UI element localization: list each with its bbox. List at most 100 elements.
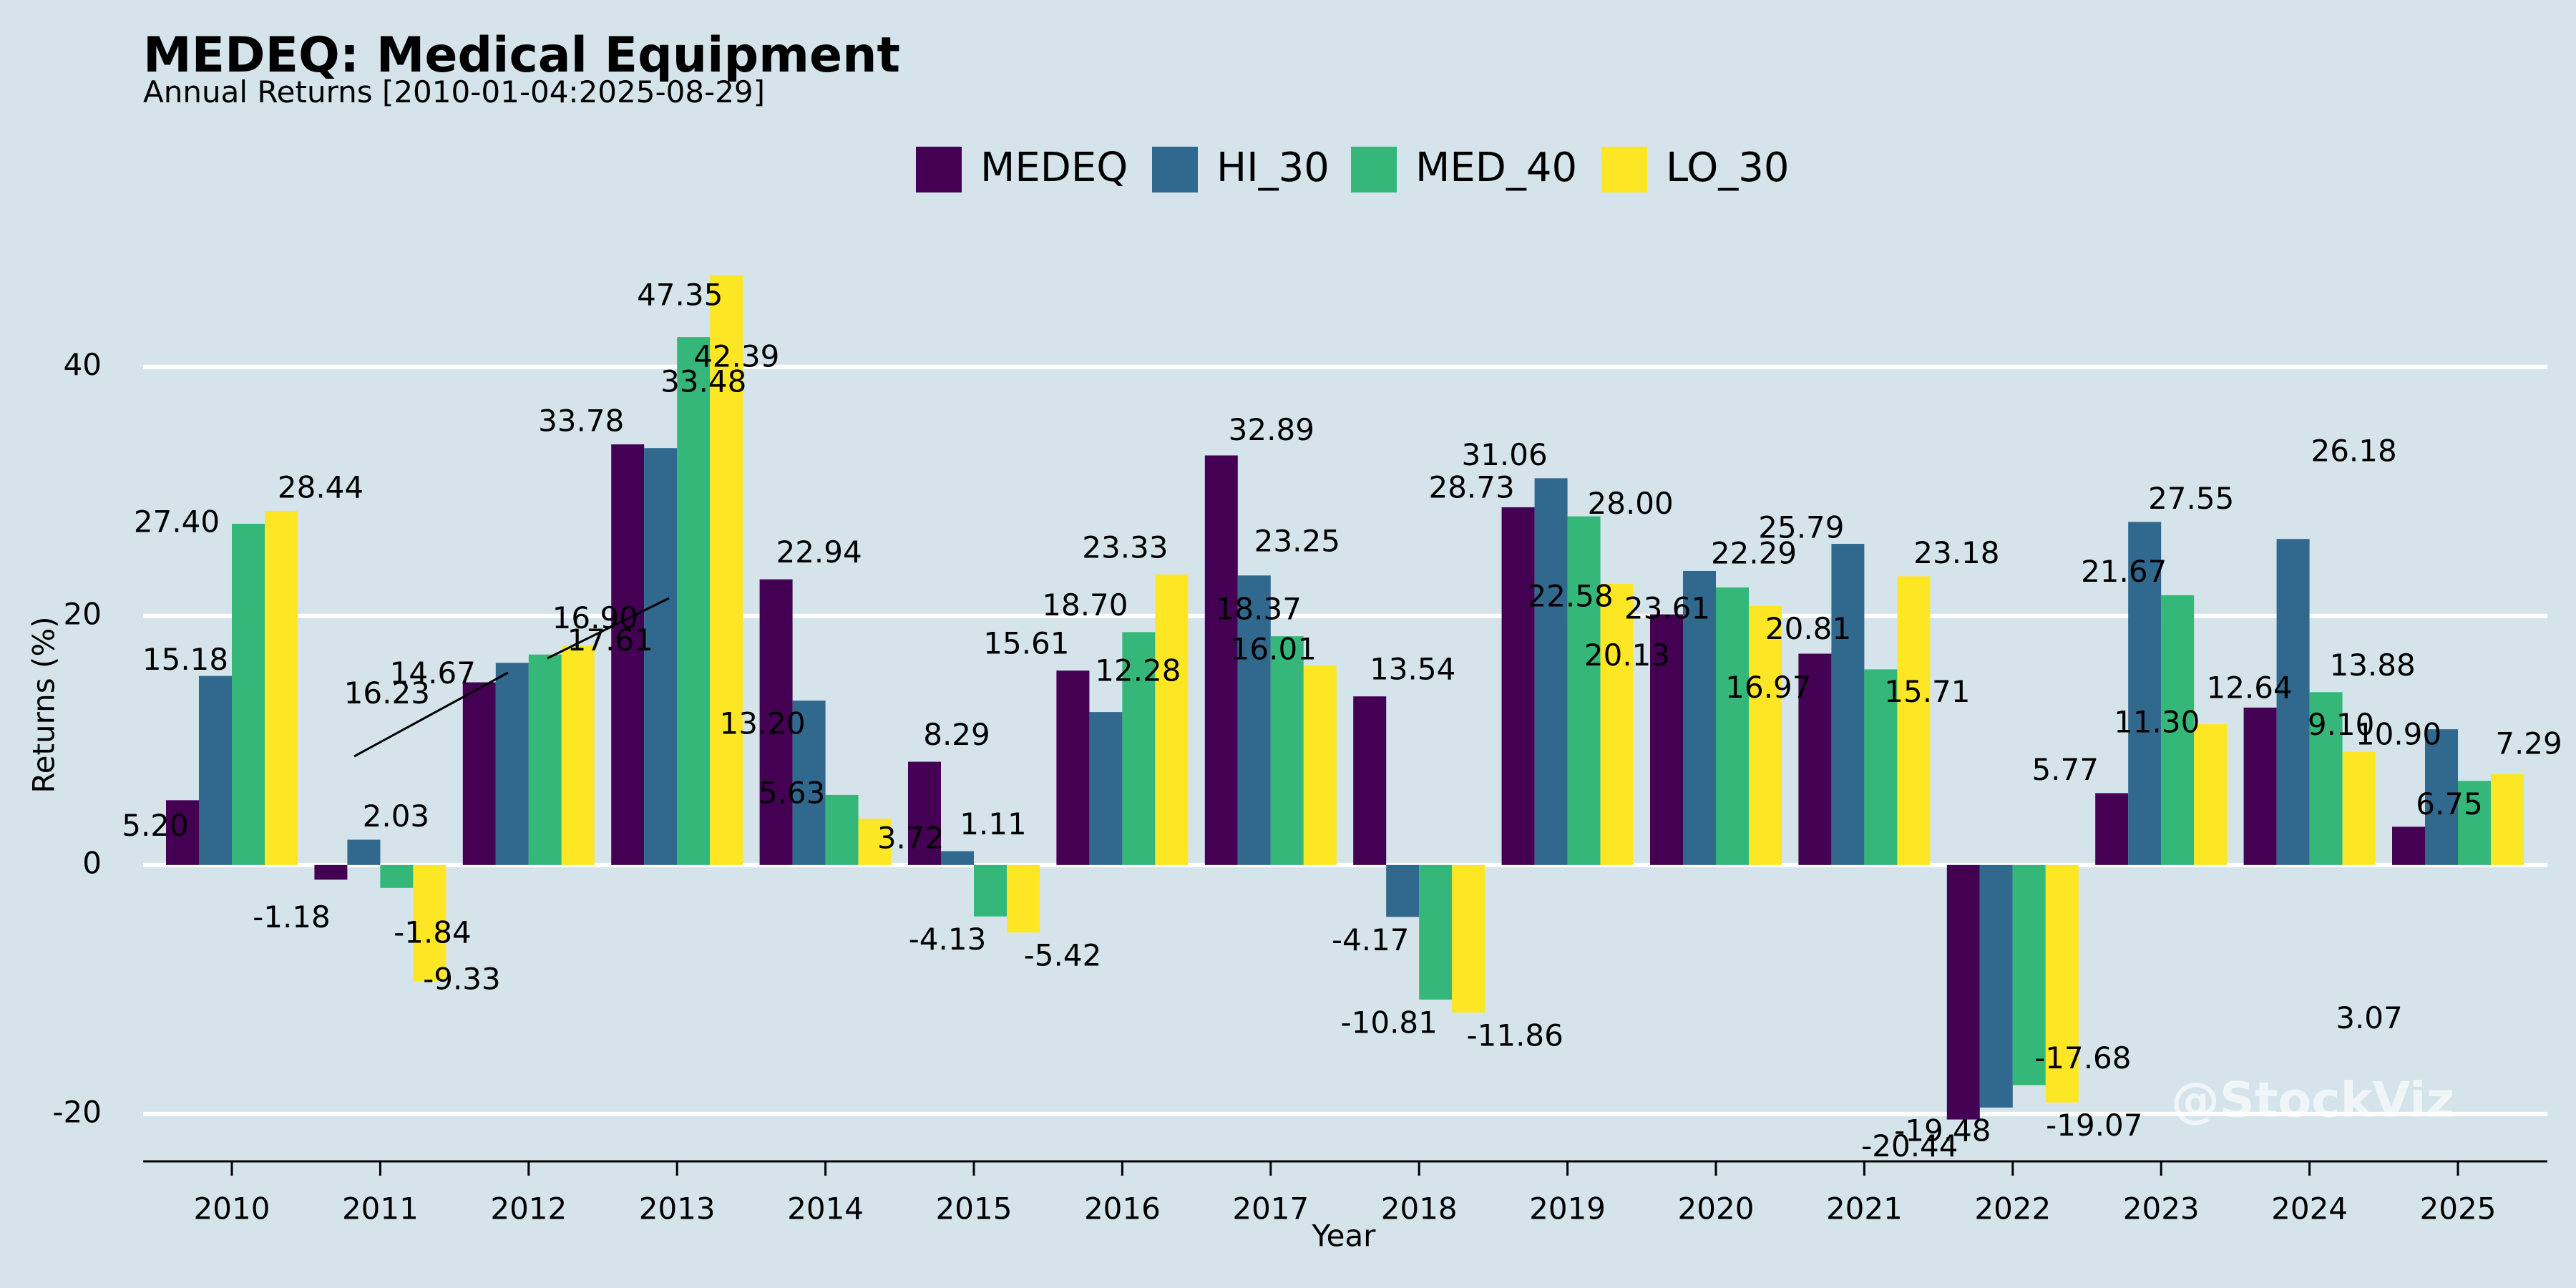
- data-label: 28.44: [278, 469, 364, 504]
- bar-med-40: [2161, 595, 2195, 865]
- bar-hi-30: [1831, 544, 1865, 865]
- bar-med-40: [232, 524, 265, 865]
- legend-label: HI_30: [1216, 145, 1330, 191]
- data-label: -19.07: [2046, 1108, 2142, 1143]
- data-label: 6.75: [2416, 786, 2483, 821]
- bar-lo-30: [1452, 864, 1485, 1013]
- bar-med-40: [1716, 587, 1749, 865]
- data-label: 18.70: [1042, 587, 1128, 623]
- y-axis-label: Returns (%): [26, 616, 62, 793]
- bar-medeq: [2095, 793, 2129, 865]
- data-label: 5.63: [758, 775, 826, 810]
- data-label: 16.01: [1231, 632, 1317, 667]
- legend-swatch: [1351, 147, 1397, 192]
- data-label: 47.35: [637, 277, 723, 312]
- data-label: 17.61: [567, 623, 653, 658]
- bar-medeq: [1650, 614, 1683, 865]
- data-label: -19.48: [1894, 1113, 1991, 1148]
- bar-medeq: [908, 761, 941, 865]
- legend-label: LO_30: [1666, 145, 1790, 191]
- bar-med-40: [1567, 516, 1601, 865]
- x-tick-label: 2014: [787, 1191, 864, 1226]
- bar-lo-30: [858, 819, 892, 865]
- data-label: 11.30: [2114, 705, 2200, 740]
- data-label: 27.55: [2148, 481, 2234, 516]
- y-tick-label: -20: [52, 1094, 102, 1129]
- bar-medeq: [1501, 507, 1535, 865]
- data-label: -11.86: [1466, 1018, 1563, 1053]
- bar-hi-30: [1534, 478, 1568, 865]
- bar-med-40: [677, 337, 711, 865]
- data-label: 16.97: [1725, 670, 1811, 705]
- bar-lo-30: [1303, 665, 1337, 865]
- data-label: 13.88: [2329, 648, 2415, 683]
- x-tick-label: 2025: [2420, 1191, 2497, 1226]
- bar-medeq: [1353, 696, 1387, 865]
- bar-hi-30: [2425, 729, 2458, 865]
- data-label: 21.67: [2081, 554, 2167, 589]
- data-label: 20.13: [1584, 638, 1670, 673]
- x-tick-label: 2021: [1826, 1191, 1903, 1226]
- bar-medeq: [462, 682, 496, 865]
- data-label: 28.73: [1428, 469, 1514, 504]
- bar-lo-30: [710, 275, 743, 865]
- data-label: 23.18: [1913, 535, 1999, 570]
- data-label: 5.20: [122, 808, 189, 843]
- x-tick-label: 2016: [1084, 1191, 1161, 1226]
- data-labels: 5.20 15.18 27.40 28.44 -1.18 2.03 -1.84 -9.33 14…: [122, 277, 2562, 1163]
- leader-line: [547, 597, 670, 660]
- bar-lo-30: [413, 864, 447, 982]
- data-label: 22.29: [1711, 535, 1797, 570]
- bar-hi-30: [1089, 712, 1123, 865]
- data-label: 3.07: [2336, 1000, 2403, 1035]
- bar-medeq: [1056, 670, 1090, 865]
- y-tick-label: 0: [82, 845, 102, 880]
- chart-title: MEDEQ: Medical Equipment: [143, 27, 901, 84]
- bar-lo-30: [2045, 864, 2079, 1103]
- bar-medeq: [1204, 455, 1238, 865]
- data-label: -5.42: [1024, 938, 1102, 973]
- data-label: 23.61: [1624, 590, 1710, 625]
- x-tick-label: 2022: [1974, 1191, 2051, 1226]
- data-label: -9.33: [423, 962, 501, 997]
- bar-lo-30: [1749, 605, 1782, 865]
- x-tick-label: 2020: [1678, 1191, 1755, 1226]
- y-tick-label: 40: [64, 347, 102, 382]
- bar-med-40: [1122, 632, 1156, 865]
- x-tick-label: 2024: [2271, 1191, 2348, 1226]
- data-label: -1.84: [394, 914, 472, 950]
- data-label: 15.71: [1884, 674, 1970, 709]
- bar-med-40: [974, 864, 1007, 917]
- bar-hi-30: [347, 839, 381, 865]
- bar-lo-30: [1600, 583, 1634, 865]
- data-label: 25.79: [1758, 510, 1844, 545]
- legend-label: MED_40: [1415, 145, 1577, 191]
- data-label: 32.89: [1229, 412, 1314, 447]
- data-label: 5.77: [2031, 752, 2099, 787]
- bar-lo-30: [2194, 724, 2228, 865]
- bar-hi-30: [644, 448, 678, 865]
- legend-swatch: [1601, 147, 1647, 192]
- bar-lo-30: [1897, 576, 1931, 865]
- data-label: -1.18: [253, 899, 331, 935]
- x-axis-label: Year: [1312, 1219, 1377, 1254]
- data-label: 12.64: [2206, 670, 2292, 705]
- bar-lo-30: [265, 510, 298, 865]
- data-label: 16.23: [344, 675, 430, 711]
- x-tick-label: 2023: [2123, 1191, 2200, 1226]
- axes: -20 0 20 40 2010 2011 2012 2013 2014 2015 2016 2017…: [52, 347, 2547, 1226]
- bar-lo-30: [2342, 751, 2376, 865]
- data-label: 20.81: [1765, 611, 1851, 646]
- bar-medeq: [759, 579, 793, 865]
- data-label: 15.61: [983, 626, 1069, 661]
- data-label: 10.90: [2356, 717, 2441, 752]
- bar-hi-30: [495, 663, 529, 865]
- x-tick-label: 2011: [342, 1191, 419, 1226]
- bar-med-40: [825, 794, 859, 865]
- bar-med-40: [1419, 864, 1453, 1000]
- watermark: @StockViz: [2171, 1073, 2454, 1129]
- bar-hi-30: [1683, 570, 1716, 865]
- data-label: -17.68: [2034, 1040, 2131, 1075]
- bar-hi-30: [2276, 539, 2310, 865]
- y-tick-label: 20: [64, 596, 102, 631]
